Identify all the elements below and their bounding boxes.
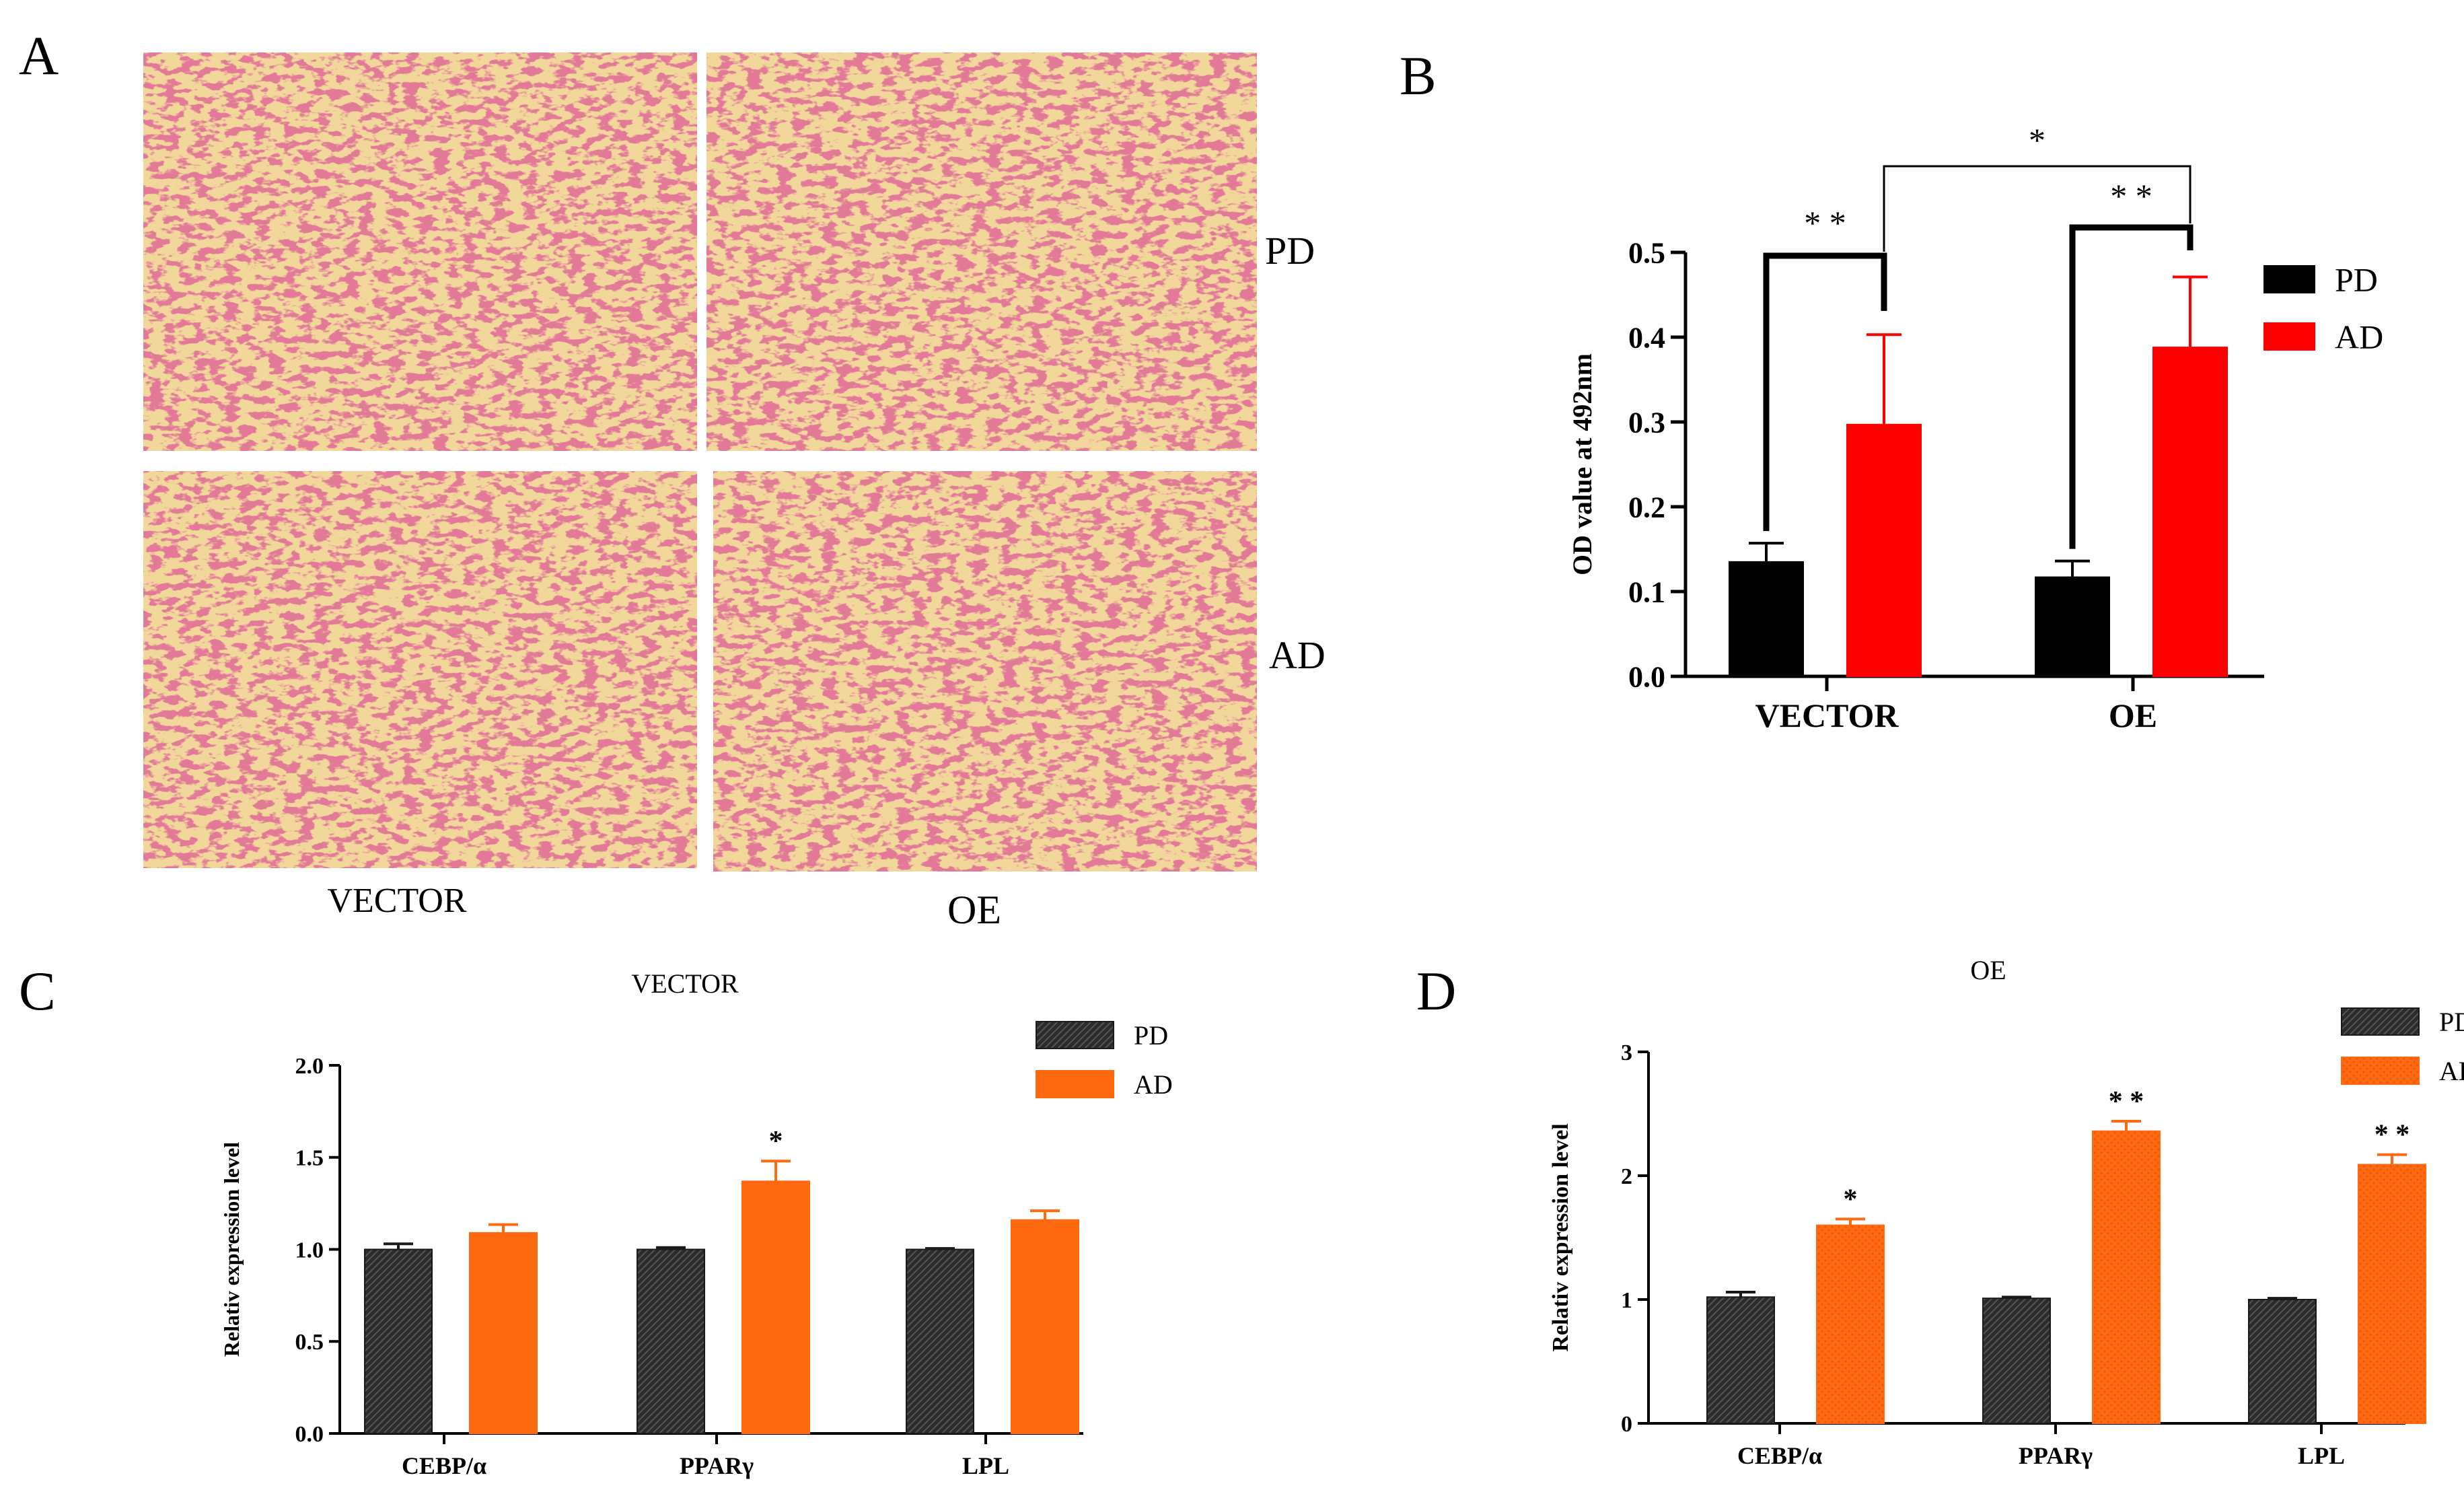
legend-label: AD [2439, 1056, 2464, 1086]
bar-pd [2035, 576, 2110, 678]
significance-label: * [769, 1126, 783, 1157]
y-tick-label: 2.0 [295, 1054, 324, 1079]
y-axis-label: Relativ expression level [219, 1142, 244, 1357]
panel-d-label: D [1416, 960, 1456, 1022]
chart-d: OE 0 1 2 3 Relativ expression level CEBP/α PPAR… [1548, 955, 2464, 1469]
significance-bracket [1883, 165, 2191, 252]
legend-swatch-pd [2341, 1007, 2420, 1036]
chart-title: VECTOR [631, 968, 739, 999]
legend-swatch-ad [1036, 1070, 1114, 1098]
legend-label: AD [1134, 1069, 1173, 1100]
panel-a: A PD AD VECTOR OE [19, 25, 1326, 932]
bar-pd [2248, 1299, 2317, 1424]
x-tick-label: PPARγ [2019, 1442, 2093, 1469]
significance-label: * * [1804, 204, 1846, 242]
bar-ad [2152, 347, 2228, 677]
x-tick-label: LPL [962, 1452, 1009, 1479]
significance-label: * * [2375, 1120, 2410, 1151]
bar-pd [1982, 1298, 2051, 1425]
bar-pd [906, 1248, 974, 1434]
row-label-pd: PD [1265, 229, 1315, 273]
significance-label: * * [2110, 177, 2152, 215]
bar-ad [2358, 1164, 2426, 1424]
column-label-oe: OE [947, 888, 1001, 932]
micrograph-vector-ad [143, 471, 697, 868]
y-tick-label: 1 [1621, 1288, 1632, 1313]
y-tick-label: 0.5 [1628, 236, 1665, 269]
bar-ad [1846, 423, 1922, 678]
chart-c: VECTOR 0.0 0.5 1.0 1.5 2.0 Relativ expression … [219, 968, 1173, 1479]
micrograph-oe-ad [713, 471, 1257, 872]
significance-bracket [2069, 224, 2194, 549]
legend-swatch-ad [2341, 1057, 2420, 1085]
x-tick-label: OE [2109, 697, 2157, 734]
significance-label: * [1844, 1184, 1858, 1215]
panel-c-label: C [19, 960, 56, 1022]
x-tick-label: CEBP/α [402, 1452, 486, 1479]
legend-label: PD [1134, 1020, 1168, 1051]
x-tick-label: PPARγ [680, 1452, 754, 1479]
y-tick-label: 2 [1621, 1164, 1632, 1189]
column-label-vector: VECTOR [327, 882, 466, 920]
row-label-ad: AD [1269, 633, 1326, 677]
panel-c: C VECTOR 0.0 0.5 1.0 1.5 2.0 Relativ expressio… [19, 960, 1173, 1479]
x-tick-label: LPL [2298, 1442, 2345, 1469]
bar-pd [364, 1248, 433, 1434]
y-tick-label: 0.0 [1628, 660, 1665, 693]
y-tick-label: 3 [1621, 1040, 1632, 1065]
micrograph-vector-pd [143, 52, 697, 451]
bar-pd [1706, 1296, 1775, 1424]
x-tick-label: CEBP/α [1737, 1442, 1822, 1469]
legend-label: AD [2335, 318, 2383, 356]
legend-swatch-ad [2263, 322, 2315, 351]
y-axis-label: OD value at 492nm [1567, 353, 1597, 575]
significance-label: * * [2109, 1086, 2144, 1117]
bar-pd [637, 1248, 705, 1434]
panel-b: B 0.0 0.1 0.2 0.3 0.4 0.5 OD value at 492nm VEC… [1400, 45, 2383, 734]
y-tick-label: 0.5 [295, 1330, 324, 1355]
bar-pd [1729, 561, 1804, 678]
significance-bracket [1763, 252, 1887, 532]
bar-ad [2092, 1130, 2161, 1424]
y-tick-label: 0.1 [1628, 575, 1665, 608]
y-tick-label: 1.5 [295, 1146, 324, 1171]
chart-title: OE [1970, 955, 2006, 985]
legend-swatch-pd [2263, 265, 2315, 293]
chart-b: 0.0 0.1 0.2 0.3 0.4 0.5 OD value at 492nm VECTO… [1567, 121, 2383, 734]
micrograph-oe-pd [706, 52, 1257, 451]
x-tick-label: VECTOR [1755, 697, 1899, 734]
y-tick-label: 0.2 [1628, 491, 1665, 524]
legend-label: PD [2335, 261, 2378, 299]
significance-label: * [2029, 121, 2045, 159]
panel-d: D OE 0 1 2 3 Relativ expression level CEBP/α PP… [1416, 955, 2464, 1469]
legend-label: PD [2439, 1007, 2464, 1037]
bar-ad [1011, 1219, 1079, 1434]
y-tick-label: 0.4 [1628, 321, 1665, 354]
y-tick-label: 0 [1621, 1412, 1632, 1437]
y-tick-label: 0.3 [1628, 406, 1665, 439]
bar-ad [1816, 1224, 1885, 1424]
y-tick-label: 1.0 [295, 1238, 324, 1263]
panel-a-label: A [19, 25, 59, 86]
panel-b-label: B [1400, 45, 1437, 106]
bar-ad [741, 1180, 810, 1435]
bar-ad [469, 1232, 538, 1434]
y-axis-label: Relativ expression level [1548, 1123, 1573, 1351]
legend-swatch-pd [1036, 1021, 1114, 1049]
y-tick-label: 0.0 [295, 1422, 324, 1447]
